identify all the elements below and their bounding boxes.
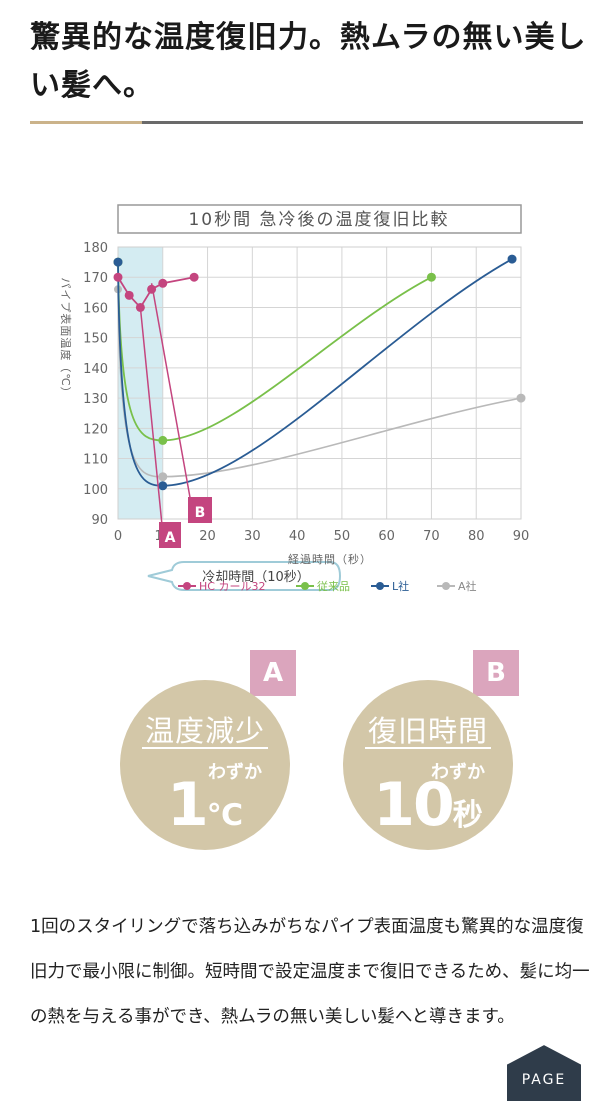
x-tick-label: 20 [199,529,216,544]
x-axis-label: 経過時間（秒） [288,552,372,566]
cooling-callout-box [147,561,342,591]
stat-sub: わずか [431,762,485,783]
legend-label: A社 [458,579,477,593]
headline-rule [142,121,583,124]
legend-item: L社 [371,579,409,593]
y-tick-label: 140 [83,362,108,377]
stat-label: 温度減少 [144,714,265,748]
legend-label: HC カール32 [199,580,265,593]
stat-sub: わずか [208,762,262,783]
data-point [158,435,168,445]
marker-b-box [188,497,212,523]
x-tick-label: 50 [334,529,351,544]
stat-label: 復旧時間 [367,714,488,748]
page-headline: 驚異的な温度復旧力。熱ムラの無い美しい髪へ。 [30,20,587,103]
chart-title: 10秒間 急冷後の温度復旧比較 [188,210,449,230]
headline-rule-accent [30,121,142,124]
x-tick-label: 70 [423,529,440,544]
chart-legend: HC カール32 従来品 L社 A社 [178,579,477,593]
marker-b-pointer [150,283,192,504]
legend-marker [376,582,384,590]
cooling-callout-label: 冷却時間（10秒） [202,570,310,585]
plot-area: 1801701601501401301201101009001020304050… [83,241,530,591]
data-point [124,290,134,300]
legend-marker [301,582,309,590]
legend-item: HC カール32 [178,580,265,593]
x-tick-label: 40 [289,529,306,544]
y-tick-label: 110 [83,453,108,468]
page-top-button[interactable]: PAGE [500,1042,588,1102]
stat-badge-b: B [473,650,519,696]
data-point [189,272,199,282]
series-line-1 [117,262,432,442]
page-button-label: PAGE [522,1072,567,1088]
stat-unit: ℃ [206,798,244,833]
stat-value: 10 [373,770,454,840]
y-tick-label: 120 [83,422,108,437]
data-point [158,472,168,482]
stat-value: 1 [166,770,209,840]
x-tick-label: 60 [378,529,395,544]
legend-label: 従来品 [317,580,350,593]
stat-value-wrap: 10秒 [343,775,513,846]
x-tick-label: 0 [114,529,122,544]
data-point [516,393,526,403]
series-line-3 [117,289,522,478]
marker-a-pointer [139,307,163,526]
data-point [113,257,123,267]
y-tick-label: 180 [83,241,108,256]
y-tick-label: 170 [83,271,108,286]
stat-badge-a: A [250,650,296,696]
data-point [113,272,123,282]
legend-label: L社 [392,579,409,593]
description-text: 1回のスタイリングで落ち込みがちなパイプ表面温度も驚異的な温度復旧力で最小限に制… [30,917,590,1027]
stat-unit: 秒 [452,798,483,833]
y-tick-label: 160 [83,301,108,316]
x-tick-label: 80 [468,529,485,544]
chart-title-box [117,204,522,234]
data-point [158,481,168,491]
data-point [507,254,517,264]
stat-circle-temp-drop: 温度減少 わずか 1℃ [120,680,290,850]
marker-b-label: B [195,505,206,521]
stat-underline [142,747,268,749]
data-point [158,278,168,288]
series-line-2 [117,258,513,487]
stat-value-wrap: 1℃ [120,775,290,846]
stat-circle-recovery-time: 復旧時間 わずか 10秒 [343,680,513,850]
data-point [147,284,157,294]
y-tick-label: 90 [91,513,108,528]
legend-marker [442,582,450,590]
y-tick-label: 100 [83,483,108,498]
legend-item: A社 [437,579,477,593]
legend-item: 従来品 [296,580,350,593]
data-point [426,272,436,282]
stat-underline [365,747,491,749]
y-axis-label: パイプ表面温度（℃） [59,277,73,398]
marker-a-box [159,522,181,548]
x-tick-label: 30 [244,529,261,544]
temperature-recovery-chart: 10秒間 急冷後の温度復旧比較 180 170 160 150 140 130 120 110… [59,204,530,593]
legend-marker [183,582,191,590]
y-tick-label: 130 [83,392,108,407]
x-tick-label: 90 [513,529,530,544]
y-tick-label: 150 [83,332,108,347]
marker-a-label: A [165,530,176,546]
plot-frame [117,246,522,520]
